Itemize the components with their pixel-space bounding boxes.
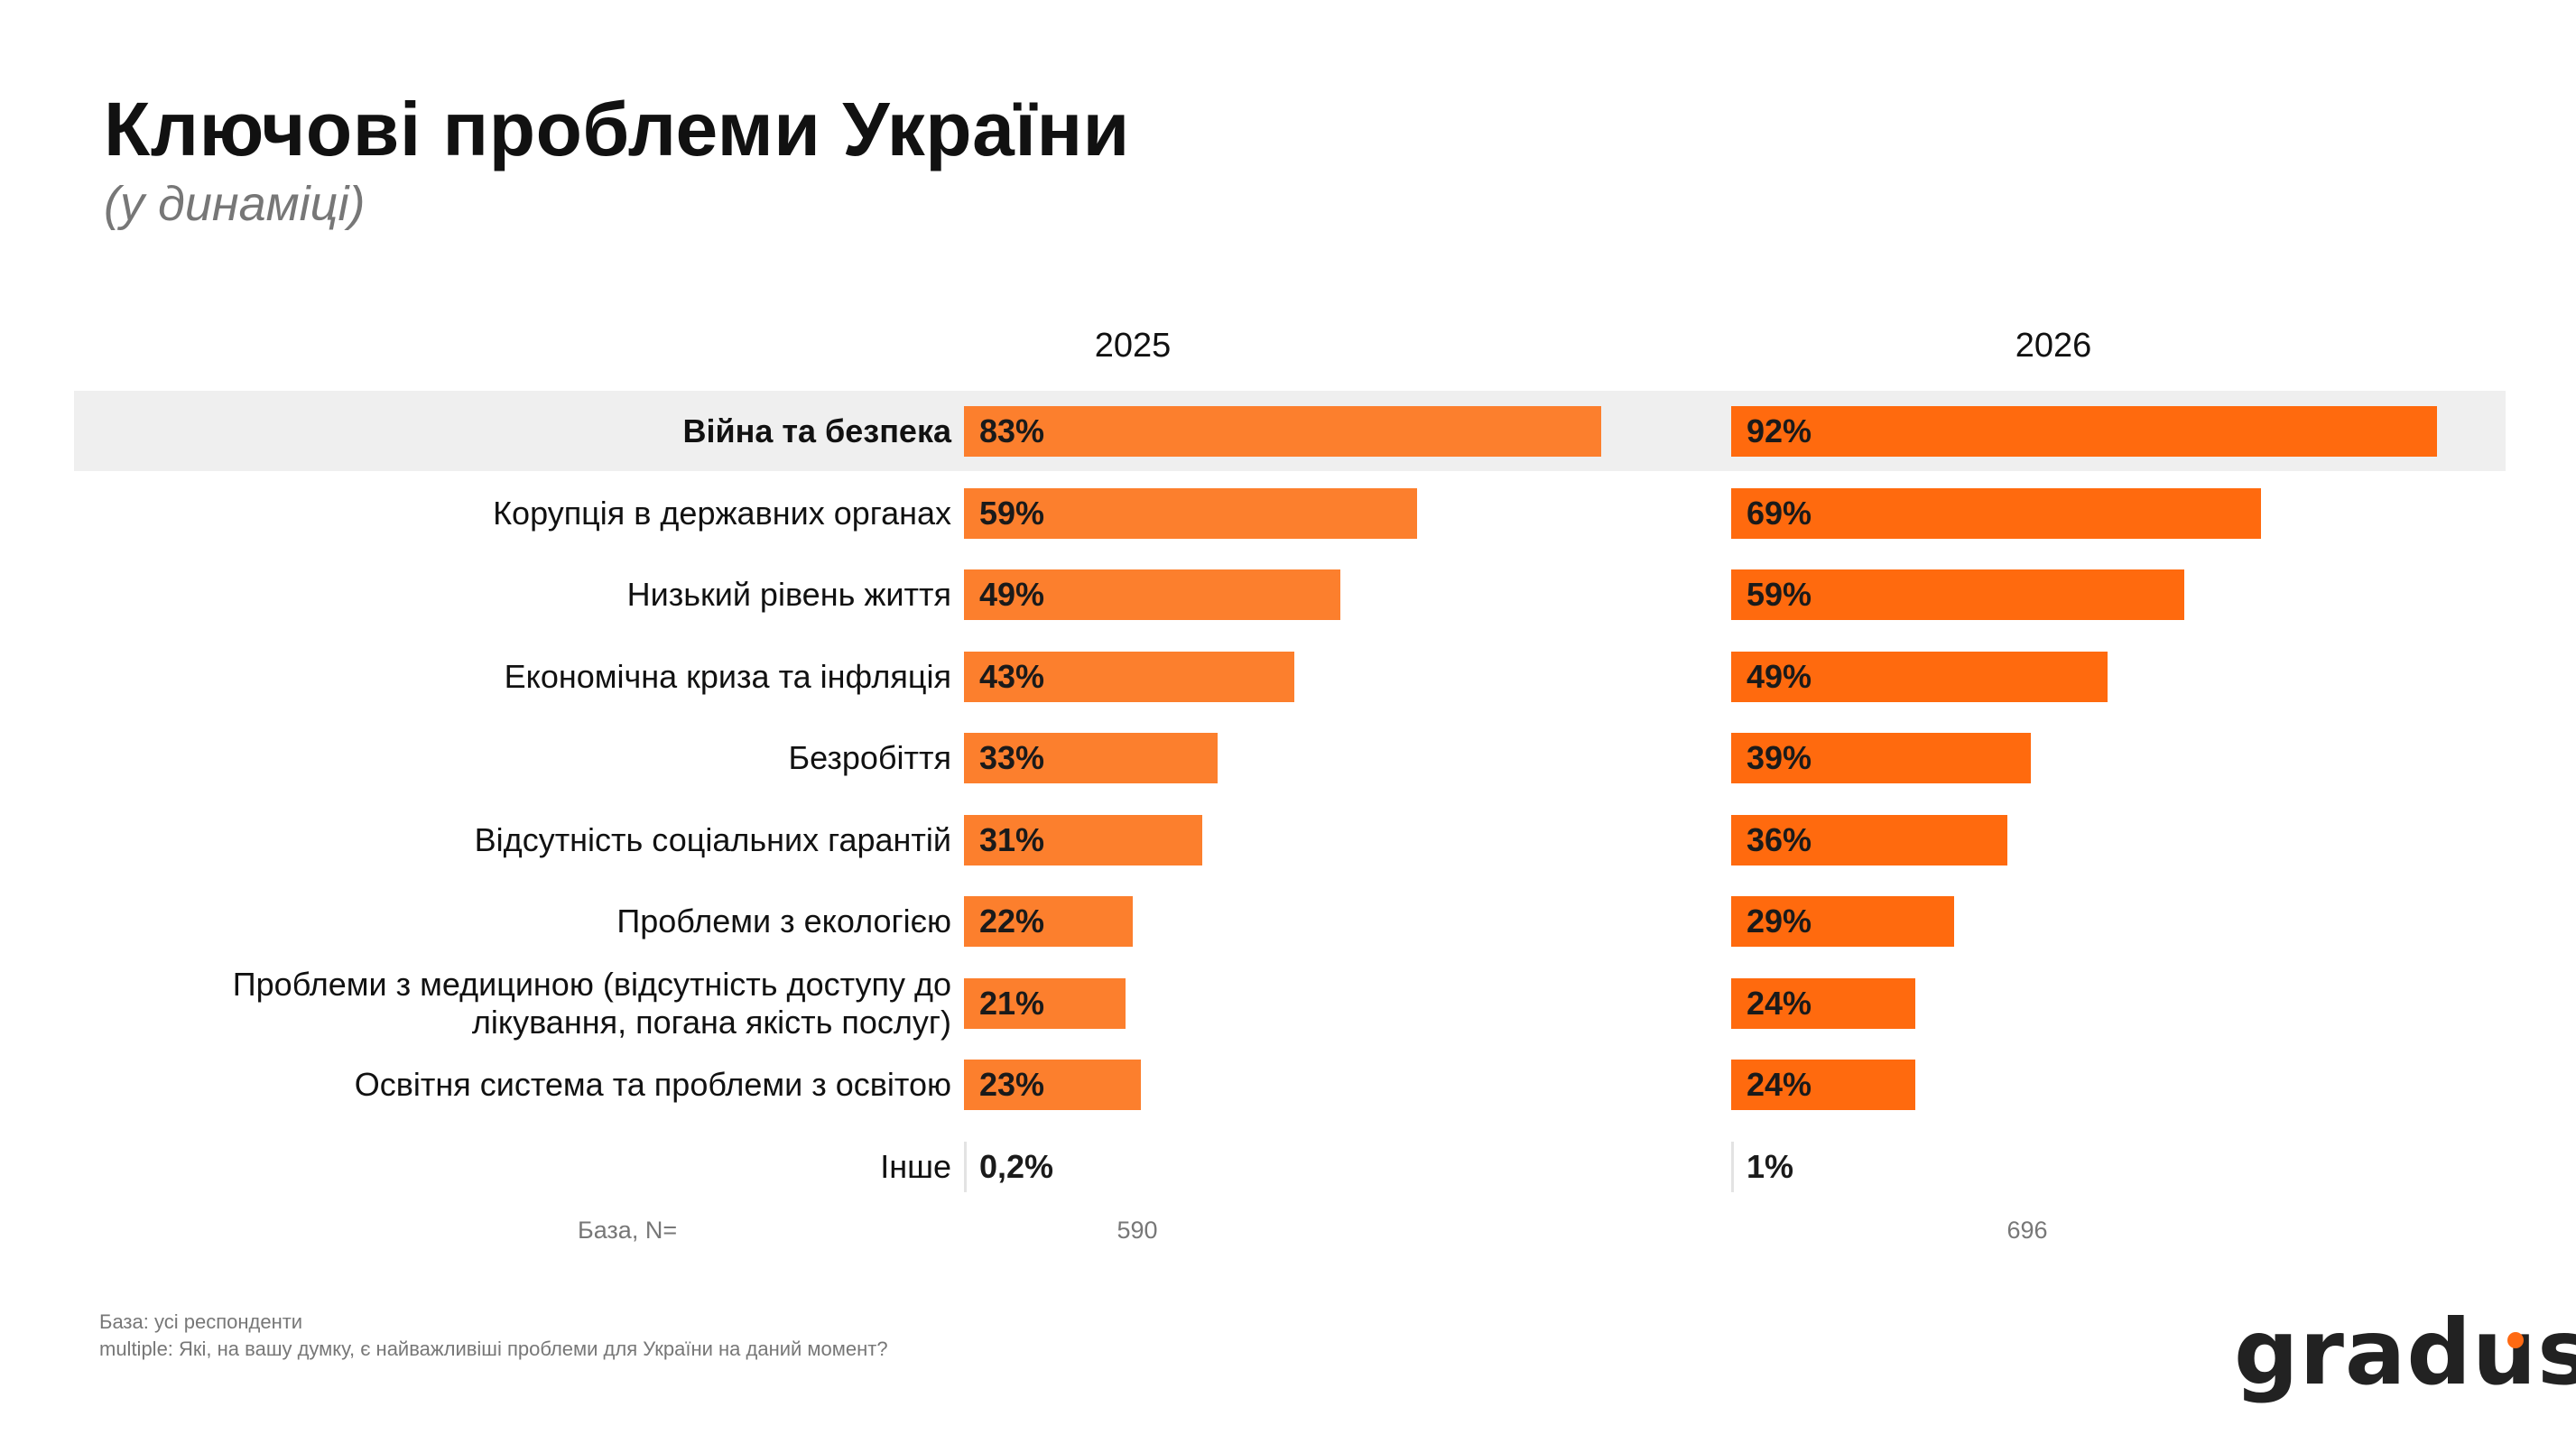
bar-2025 bbox=[964, 814, 1202, 865]
base-n-2026: 696 bbox=[2006, 1217, 2048, 1244]
page-subtitle: (у динаміці) bbox=[104, 177, 366, 231]
bar-2025 bbox=[964, 406, 1601, 457]
data-label-2025: 43% bbox=[979, 657, 1045, 695]
category-label-line: Відсутність соціальних гарантій bbox=[474, 820, 951, 858]
footnote-question: multiple: Які, на вашу думку, є найважли… bbox=[99, 1338, 888, 1360]
category-label-line: Проблеми з екологією bbox=[616, 902, 951, 940]
category-label: Низький рівень життя bbox=[175, 576, 951, 614]
data-label-2025: 31% bbox=[979, 820, 1045, 858]
category-label-line: Економічна криза та інфляція bbox=[504, 657, 951, 695]
data-label-2025: 33% bbox=[979, 739, 1045, 776]
data-label-2026: 24% bbox=[1747, 984, 1812, 1022]
series-header-2026: 2026 bbox=[2015, 327, 2092, 365]
bar-2026 bbox=[1731, 977, 1915, 1029]
bar-2025 bbox=[964, 487, 1417, 539]
category-label: Економічна криза та інфляція bbox=[175, 658, 951, 696]
data-label-2025: 49% bbox=[979, 576, 1045, 613]
bar-2025 bbox=[964, 733, 1218, 783]
logo-accent-dot bbox=[2507, 1332, 2524, 1348]
data-label-2026: 59% bbox=[1747, 576, 1812, 613]
base-n-label: База, N= bbox=[578, 1217, 678, 1244]
category-label-line: лікування, погана якість послуг) bbox=[471, 1003, 951, 1041]
category-label: Проблеми з медициною (відсутність доступ… bbox=[175, 966, 951, 1041]
category-label: Безробіття bbox=[175, 739, 952, 777]
bar-2026 bbox=[1731, 651, 2108, 702]
data-label-2026: 92% bbox=[1747, 412, 1812, 449]
bar-2025 bbox=[964, 1141, 967, 1192]
bar-2026 bbox=[1731, 569, 2184, 620]
bar-2025 bbox=[964, 569, 1340, 620]
data-label-2026: 39% bbox=[1747, 739, 1812, 776]
bar-2026 bbox=[1731, 814, 2007, 865]
category-label: Проблеми з екологією bbox=[175, 902, 951, 940]
category-label: Інше bbox=[175, 1148, 951, 1186]
data-label-2025: 83% bbox=[979, 412, 1045, 449]
category-label: Відсутність соціальних гарантій bbox=[175, 821, 951, 859]
footnote-base: База: усі респонденти bbox=[99, 1310, 303, 1333]
category-label-line: Низький рівень життя bbox=[626, 576, 951, 613]
data-label-2026: 29% bbox=[1747, 902, 1812, 940]
bar-2026 bbox=[1731, 1141, 1734, 1192]
bar-2025 bbox=[964, 651, 1294, 702]
data-label-2025: 22% bbox=[979, 902, 1045, 940]
data-label-2025: 23% bbox=[979, 1066, 1045, 1103]
data-label-2025: 59% bbox=[979, 494, 1045, 532]
bar-2025 bbox=[964, 896, 1133, 947]
base-n-2025: 590 bbox=[1117, 1217, 1158, 1244]
data-label-2025: 21% bbox=[979, 984, 1045, 1022]
bar-2025 bbox=[964, 1060, 1141, 1110]
data-label-2026: 69% bbox=[1747, 494, 1812, 532]
bar-2026 bbox=[1731, 487, 2261, 539]
gradus-logo: gradus bbox=[2234, 1300, 2576, 1405]
category-label-line: Корупція в державних органах bbox=[493, 494, 951, 532]
category-label: Війна та безпека bbox=[175, 412, 951, 450]
data-label-2026: 36% bbox=[1747, 820, 1812, 858]
series-header-2025: 2025 bbox=[1094, 327, 1172, 365]
category-label: Корупція в державних органах bbox=[175, 495, 951, 532]
category-label-line: Проблеми з медициною (відсутність доступ… bbox=[232, 965, 951, 1003]
bar-2026 bbox=[1731, 1060, 1915, 1110]
category-label-line: Інше bbox=[880, 1147, 951, 1185]
category-label-line: Безробіття bbox=[788, 739, 952, 776]
bar-2025 bbox=[964, 977, 1126, 1029]
page-title: Ключові проблеми України bbox=[104, 87, 1130, 171]
bar-2026 bbox=[1731, 896, 1954, 947]
data-label-2026: 1% bbox=[1747, 1147, 1794, 1185]
bar-2026 bbox=[1731, 733, 2031, 783]
category-label-line: Війна та безпека bbox=[682, 412, 951, 449]
category-label: Освітня система та проблеми з освітою bbox=[175, 1066, 951, 1104]
data-label-2026: 24% bbox=[1747, 1066, 1812, 1103]
data-label-2026: 49% bbox=[1747, 657, 1812, 695]
bar-2026 bbox=[1731, 406, 2437, 457]
category-label-line: Освітня система та проблеми з освітою bbox=[354, 1066, 951, 1103]
data-label-2025: 0,2% bbox=[979, 1147, 1054, 1185]
